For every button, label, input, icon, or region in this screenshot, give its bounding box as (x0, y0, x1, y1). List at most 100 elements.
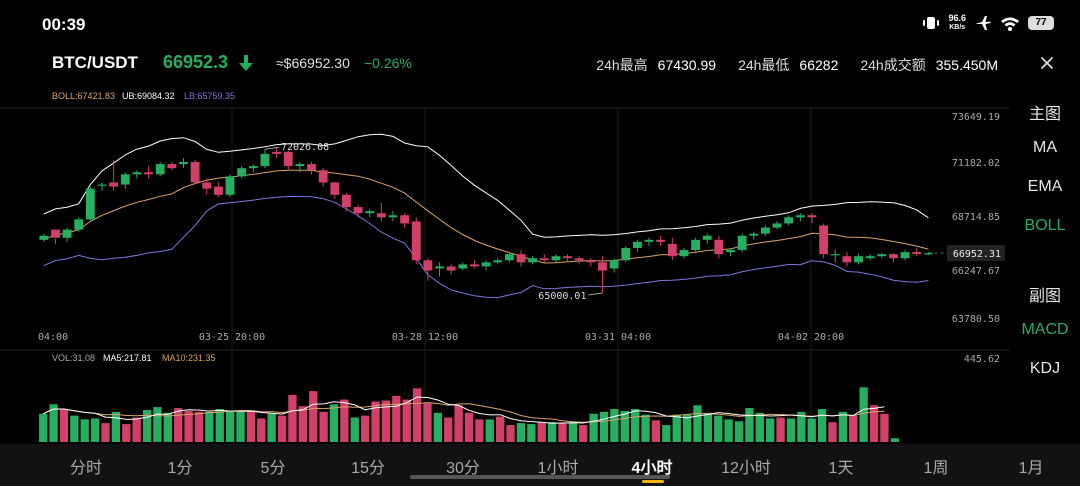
volume-bar (579, 425, 588, 442)
candle-body (598, 262, 607, 271)
candle-body (435, 266, 444, 269)
volume-bar (651, 420, 661, 442)
timeframe-tick[interactable]: 分时 (69, 460, 103, 477)
candle-body (202, 182, 212, 189)
volume-bar (485, 419, 494, 442)
indicator-boll[interactable]: BOLL (1024, 217, 1066, 234)
timeframe-1d[interactable]: 1天 (828, 460, 854, 477)
price-axis-label: 63780.50 (952, 314, 1000, 325)
volume-bar (184, 410, 193, 442)
boll-legend: BOLL:67421.83 (52, 91, 115, 101)
timeframe-30m[interactable]: 30分 (446, 460, 480, 477)
candle-body (470, 264, 479, 267)
trading-pair[interactable]: BTC/USDT (52, 53, 138, 72)
timeframe-15m[interactable]: 15分 (351, 460, 385, 477)
indicator-kdj[interactable]: KDJ (1029, 360, 1061, 377)
volume-bar (288, 394, 297, 442)
volume-bar (392, 395, 401, 442)
candle-body (889, 254, 898, 259)
time-axis-label: 04-02 20:00 (778, 332, 844, 343)
volume-bar (641, 414, 650, 442)
volume-bar (298, 406, 307, 442)
airplane-icon (975, 16, 991, 30)
current-price-tag: 66952.31 (953, 249, 1001, 260)
volume-bar (558, 423, 567, 442)
volume-bar (319, 411, 328, 442)
timeframe-1w[interactable]: 1周 (923, 460, 949, 477)
candle-body (819, 225, 829, 255)
volume-bar (142, 409, 152, 442)
boll-mid-line (43, 169, 929, 264)
ub-legend: UB:69084.32 (122, 91, 175, 101)
candle-body (516, 254, 526, 263)
volume-bar (849, 415, 858, 442)
candle-body (155, 164, 165, 175)
volume-bar (703, 412, 713, 442)
candle-body (260, 153, 270, 167)
timeframe-1mo[interactable]: 1月 (1018, 460, 1044, 477)
volume-bar (329, 404, 339, 442)
volume-bar (132, 417, 141, 442)
indicator-ma[interactable]: MA (1033, 139, 1057, 156)
boll-lower-line (43, 196, 929, 299)
volume-bar (734, 421, 744, 442)
net-speed-value: 96.6 (948, 13, 966, 23)
candle-body (144, 172, 153, 175)
arrow-down-icon (239, 55, 253, 71)
volume-bar (859, 387, 868, 442)
volume-bar (39, 413, 48, 442)
volume-bar (755, 412, 764, 442)
stat-volume: 24h成交额 355.450M (860, 55, 998, 75)
stat-low: 24h最低 66282 (738, 55, 838, 75)
price-change: −0.26% (364, 55, 412, 71)
candle-body (190, 162, 200, 183)
volume-bar (475, 419, 484, 442)
volume-bar (620, 410, 629, 442)
timeframe-1h[interactable]: 1小时 (537, 460, 579, 477)
candle-body (97, 184, 107, 186)
volume-bar (527, 424, 536, 442)
active-timeframe-indicator (642, 480, 664, 483)
volume-bar (402, 399, 411, 442)
indicator-macd[interactable]: MACD (1021, 321, 1069, 338)
volume-bar (880, 413, 889, 442)
price-axis-label: 71182.02 (952, 158, 1000, 169)
candle-body (423, 260, 433, 271)
volume-bar (205, 411, 214, 442)
timeframe-12h[interactable]: 12小时 (721, 460, 771, 477)
candle-body (551, 256, 561, 261)
volume-bar (797, 411, 806, 442)
timeframe-1m[interactable]: 1分 (167, 460, 193, 477)
volume-bar (80, 419, 89, 442)
candle-body (237, 168, 247, 177)
candle-body (272, 151, 282, 154)
volume-bar (589, 413, 598, 442)
volume-bar (631, 409, 640, 442)
candle-body (644, 239, 654, 242)
candle-body (85, 188, 95, 220)
chart-canvas[interactable]: 73649.19 71182.02 68714.85 66247.67 63780.50… (0, 82, 1010, 444)
battery-icon: 77 (1028, 16, 1054, 30)
volume-bar (215, 409, 224, 442)
candle-body (737, 235, 747, 251)
volume-bar (599, 411, 609, 442)
candle-body (458, 264, 468, 269)
candle-body (609, 260, 619, 269)
volume-bar (360, 415, 370, 442)
indicator-menu: 主图 MA EMA BOLL 副图 MACD KDJ (1010, 82, 1080, 444)
candle-body (574, 258, 584, 261)
candle-body (854, 256, 863, 263)
home-indicator[interactable] (410, 475, 670, 479)
timeframe-5m[interactable]: 5分 (260, 460, 286, 477)
price-chart[interactable]: 73649.19 71182.02 68714.85 66247.67 63780.50… (0, 82, 1010, 444)
timeframe-bar: 分时 1分 5分 15分 30分 1小时 4小时 12小时 1天 1周 1月 (0, 444, 1080, 486)
main-chart-label: 主图 (1028, 106, 1061, 123)
indicator-ema[interactable]: EMA (1027, 178, 1063, 195)
volume-bar (547, 422, 557, 442)
volume-bar (381, 400, 391, 442)
timeframe-4h[interactable]: 4小时 (631, 460, 673, 477)
close-icon[interactable] (1036, 52, 1058, 74)
candle-body (923, 253, 933, 255)
candle-body (295, 164, 305, 167)
time-axis-label: 03-25 20:00 (199, 332, 265, 343)
